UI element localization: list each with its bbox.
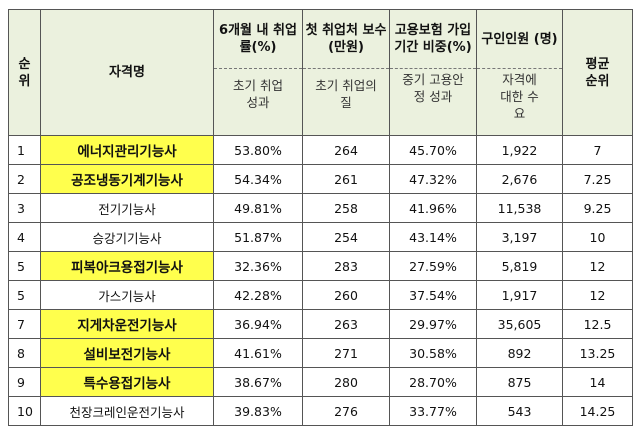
header-rank: 순위 [8, 9, 41, 136]
jobs-cell: 5,819 [476, 251, 563, 281]
avg-cell: 14 [562, 367, 633, 397]
avg-cell: 12 [562, 251, 633, 281]
avg-cell: 12 [562, 280, 633, 310]
rate-cell: 51.87% [213, 222, 303, 252]
name-cell: 공조냉동기계기능사 [40, 164, 214, 194]
pay-cell: 261 [302, 164, 390, 194]
avg-cell: 13.25 [562, 338, 633, 368]
jobs-cell: 875 [476, 367, 563, 397]
jobs-cell: 11,538 [476, 193, 563, 223]
table-row: 10 천장크레인운전기능사 39.83% 276 33.77% 543 14.25 [8, 396, 633, 426]
rate-cell: 39.83% [213, 396, 303, 426]
name-cell: 에너지관리기능사 [40, 135, 214, 165]
rank-cell: 10 [8, 396, 41, 426]
insurance-cell: 27.59% [389, 251, 477, 281]
insurance-cell: 29.97% [389, 309, 477, 339]
header-avg: 평균 순위 [562, 9, 633, 136]
name-cell: 설비보전기능사 [40, 338, 214, 368]
table-row: 5 가스기능사 42.28% 260 37.54% 1,917 12 [8, 280, 633, 310]
jobs-cell: 2,676 [476, 164, 563, 194]
rank-cell: 3 [8, 193, 41, 223]
pay-cell: 263 [302, 309, 390, 339]
pay-cell: 254 [302, 222, 390, 252]
table-row: 3 전기기능사 49.81% 258 41.96% 11,538 9.25 [8, 193, 633, 223]
avg-cell: 9.25 [562, 193, 633, 223]
avg-cell: 14.25 [562, 396, 633, 426]
rate-cell: 38.67% [213, 367, 303, 397]
name-cell: 가스기능사 [40, 280, 214, 310]
pay-cell: 264 [302, 135, 390, 165]
table-row: 8 설비보전기능사 41.61% 271 30.58% 892 13.25 [8, 338, 633, 368]
avg-cell: 7 [562, 135, 633, 165]
header-name: 자격명 [40, 9, 214, 136]
header-jobs: 구인인원 (명) [476, 9, 563, 69]
insurance-cell: 45.70% [389, 135, 477, 165]
rank-cell: 2 [8, 164, 41, 194]
avg-cell: 12.5 [562, 309, 633, 339]
rate-cell: 42.28% [213, 280, 303, 310]
insurance-cell: 41.96% [389, 193, 477, 223]
sub-insurance: 중기 고용안정 성과 [389, 68, 477, 136]
qualification-ranking-table: 순위 자격명 6개월 내 취업률(%) 첫 취업처 보수(만원) 고용보험 가입… [8, 9, 633, 426]
pay-cell: 260 [302, 280, 390, 310]
rate-cell: 41.61% [213, 338, 303, 368]
name-cell: 특수용접기능사 [40, 367, 214, 397]
insurance-cell: 47.32% [389, 164, 477, 194]
pay-cell: 280 [302, 367, 390, 397]
rate-cell: 53.80% [213, 135, 303, 165]
insurance-cell: 28.70% [389, 367, 477, 397]
insurance-cell: 37.54% [389, 280, 477, 310]
rank-cell: 1 [8, 135, 41, 165]
rank-cell: 5 [8, 251, 41, 281]
header-rate: 6개월 내 취업률(%) [213, 9, 303, 69]
rate-cell: 32.36% [213, 251, 303, 281]
rank-cell: 9 [8, 367, 41, 397]
sub-jobs: 자격에 대한 수요 [476, 68, 563, 136]
pay-cell: 276 [302, 396, 390, 426]
name-cell: 승강기기능사 [40, 222, 214, 252]
table-row: 1 에너지관리기능사 53.80% 264 45.70% 1,922 7 [8, 135, 633, 165]
pay-cell: 258 [302, 193, 390, 223]
jobs-cell: 35,605 [476, 309, 563, 339]
avg-cell: 10 [562, 222, 633, 252]
insurance-cell: 33.77% [389, 396, 477, 426]
header-insurance: 고용보험 가입기간 비중(%) [389, 9, 477, 69]
table-row: 9 특수용접기능사 38.67% 280 28.70% 875 14 [8, 367, 633, 397]
rate-cell: 49.81% [213, 193, 303, 223]
jobs-cell: 892 [476, 338, 563, 368]
name-cell: 피복아크용접기능사 [40, 251, 214, 281]
rank-cell: 5 [8, 280, 41, 310]
jobs-cell: 1,917 [476, 280, 563, 310]
rank-cell: 8 [8, 338, 41, 368]
jobs-cell: 3,197 [476, 222, 563, 252]
name-cell: 천장크레인운전기능사 [40, 396, 214, 426]
sub-pay: 초기 취업의 질 [302, 68, 390, 136]
table-row: 5 피복아크용접기능사 32.36% 283 27.59% 5,819 12 [8, 251, 633, 281]
table-row: 4 승강기기능사 51.87% 254 43.14% 3,197 10 [8, 222, 633, 252]
jobs-cell: 1,922 [476, 135, 563, 165]
name-cell: 전기기능사 [40, 193, 214, 223]
pay-cell: 283 [302, 251, 390, 281]
insurance-cell: 43.14% [389, 222, 477, 252]
rate-cell: 36.94% [213, 309, 303, 339]
rank-cell: 7 [8, 309, 41, 339]
insurance-cell: 30.58% [389, 338, 477, 368]
sub-rate: 초기 취업 성과 [213, 68, 303, 136]
table-row: 2 공조냉동기계기능사 54.34% 261 47.32% 2,676 7.25 [8, 164, 633, 194]
name-cell: 지게차운전기능사 [40, 309, 214, 339]
rank-cell: 4 [8, 222, 41, 252]
jobs-cell: 543 [476, 396, 563, 426]
pay-cell: 271 [302, 338, 390, 368]
avg-cell: 7.25 [562, 164, 633, 194]
header-pay: 첫 취업처 보수(만원) [302, 9, 390, 69]
rate-cell: 54.34% [213, 164, 303, 194]
table-row: 7 지게차운전기능사 36.94% 263 29.97% 35,605 12.5 [8, 309, 633, 339]
